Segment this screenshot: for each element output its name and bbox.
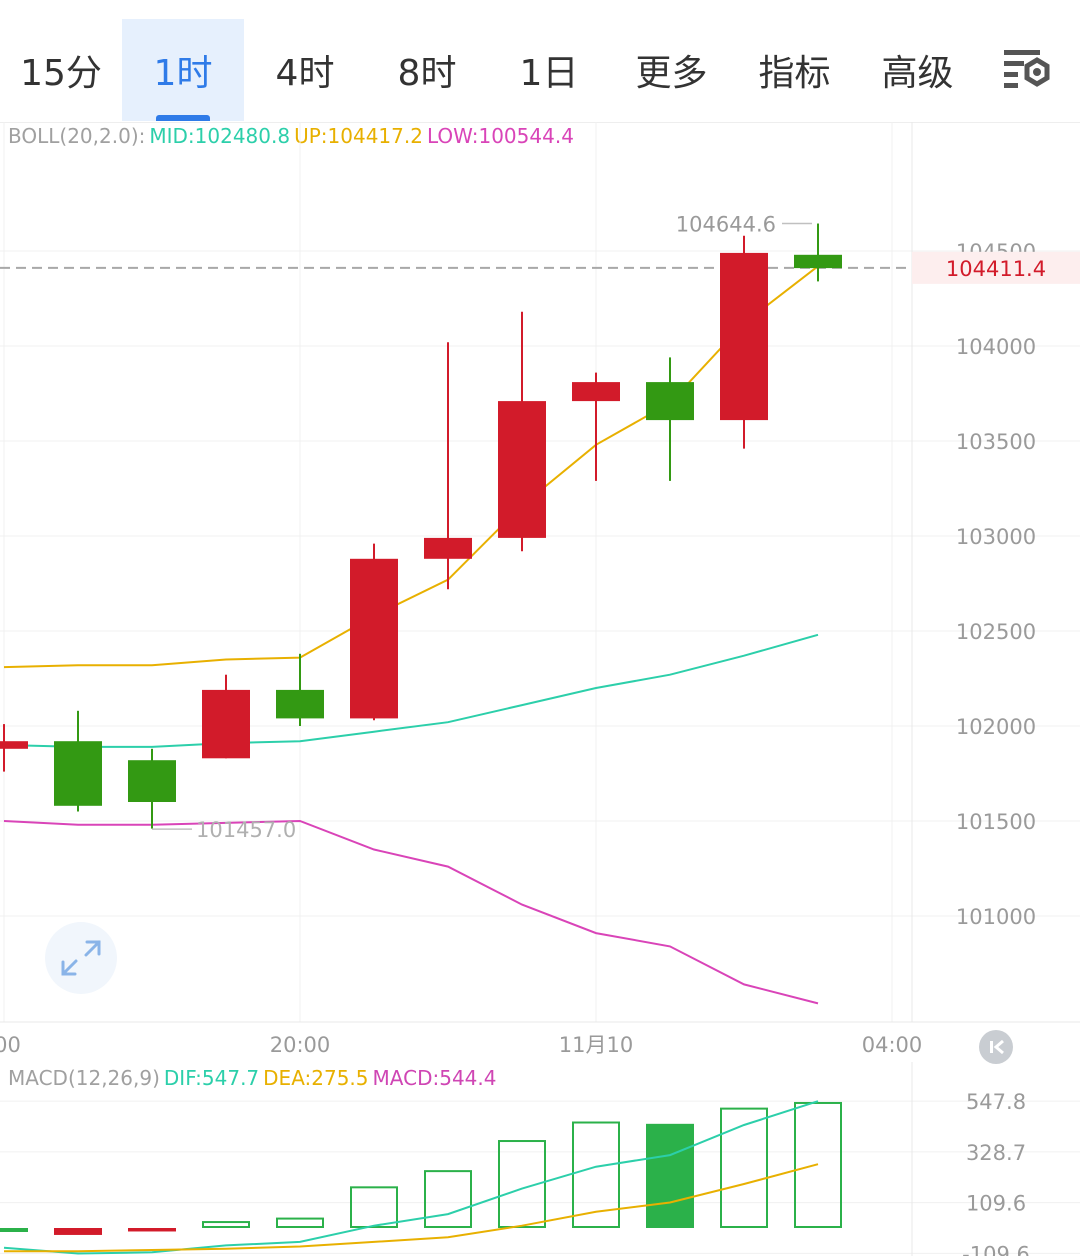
macd-dea-line [4, 1163, 819, 1253]
macd-bar [276, 1217, 324, 1229]
macd-bar [0, 1228, 28, 1232]
back-to-latest-button[interactable] [979, 1030, 1013, 1064]
macd-chart[interactable]: 547.8 328.7 109.6 -109.6 [0, 1062, 1080, 1256]
y-tick-label: 101000 [956, 905, 1036, 929]
candle-body [54, 741, 102, 806]
candle-body [424, 537, 472, 559]
candle-body [720, 252, 768, 421]
boll-up-line [3, 265, 819, 669]
macd-macd-value: MACD:544.4 [372, 1066, 497, 1090]
tab-2[interactable]: 4时 [244, 19, 366, 121]
macd-dif-value: DIF:547.7 [163, 1066, 260, 1090]
y-tick-label: 103000 [956, 525, 1036, 549]
current-price-label: 104411.4 [946, 257, 1046, 281]
timeframe-tab-bar: 15分 1时 4时 8时 1日 更多 指标 高级 [0, 0, 1080, 123]
candle-body [572, 382, 620, 402]
tab-label: 15分 [20, 53, 102, 94]
candle-body [794, 254, 842, 269]
macd-bar [498, 1140, 546, 1228]
boll-low-line [3, 819, 819, 1005]
tab-label: 指标 [758, 53, 831, 94]
x-tick-label: 11月10 [559, 1033, 633, 1057]
expand-icon [61, 940, 101, 976]
candle-body [202, 689, 250, 759]
boll-low-value: LOW:100544.4 [426, 124, 574, 148]
candle-body [498, 401, 546, 538]
tab-7[interactable]: 高级 [856, 19, 979, 121]
macd-dif-line [3, 1100, 819, 1255]
expand-button[interactable] [45, 922, 117, 994]
macd-y-tick-label: -109.6 [962, 1242, 1030, 1256]
tab-5[interactable]: 更多 [610, 19, 733, 121]
boll-legend: BOLL(20,2.0): MID:102480.8 UP:104417.2 LOW:… [8, 124, 578, 148]
macd-bar [350, 1186, 398, 1228]
candlestick-chart[interactable]: 1045001040001035001030001025001020001015… [0, 122, 1080, 1062]
macd-bar [572, 1121, 620, 1228]
candle-body [276, 689, 324, 719]
candle-body [646, 382, 694, 421]
high-marker-label: 104644.6 [676, 213, 776, 237]
x-tick-label: 20:00 [270, 1033, 331, 1057]
y-tick-label: 102000 [956, 715, 1036, 739]
macd-bar [720, 1107, 768, 1228]
y-tick-label: 104000 [956, 335, 1036, 359]
macd-legend: MACD(12,26,9) DIF:547.7 DEA:275.5 MACD:544.… [8, 1066, 500, 1090]
y-tick-label: 103500 [956, 430, 1036, 454]
macd-name: MACD(12,26,9) [8, 1066, 160, 1090]
tab-label: 高级 [881, 53, 954, 94]
y-tick-label: 102500 [956, 620, 1036, 644]
macd-bar [646, 1123, 694, 1228]
active-tab-indicator [156, 115, 210, 121]
settings-icon[interactable] [1000, 44, 1058, 94]
macd-y-tick-label: 547.8 [966, 1090, 1026, 1114]
macd-bar [794, 1101, 842, 1229]
current-price-tag [912, 251, 1080, 284]
macd-bar [424, 1170, 472, 1228]
tab-label: 1时 [153, 53, 213, 94]
back-to-latest-icon [990, 1039, 1004, 1055]
tab-label: 1日 [519, 53, 579, 94]
tab-label: 更多 [635, 53, 708, 94]
boll-up-value: UP:104417.2 [294, 124, 423, 148]
x-tick-label: 04:00 [862, 1033, 923, 1057]
macd-bar [54, 1228, 102, 1235]
macd-bar [202, 1221, 250, 1228]
macd-y-tick-label: 328.7 [966, 1141, 1026, 1165]
tab-3[interactable]: 8时 [366, 19, 488, 121]
candle-body [128, 760, 176, 802]
boll-name: BOLL(20,2.0): [8, 124, 146, 148]
macd-bar [128, 1228, 176, 1232]
macd-y-tick-label: 109.6 [966, 1192, 1026, 1216]
y-tick-label: 101500 [956, 810, 1036, 834]
boll-mid-line [3, 633, 819, 748]
boll-mid-value: MID:102480.8 [149, 124, 291, 148]
x-tick-label: :00 [0, 1033, 21, 1057]
tab-label: 8时 [397, 53, 457, 94]
candle-body [0, 741, 28, 749]
tab-0[interactable]: 15分 [0, 19, 122, 121]
tab-label: 4时 [275, 53, 335, 94]
tab-6[interactable]: 指标 [733, 19, 856, 121]
tab-4[interactable]: 1日 [488, 19, 610, 121]
macd-dea-value: DEA:275.5 [263, 1066, 369, 1090]
tab-1[interactable]: 1时 [122, 19, 244, 121]
candle-body [350, 558, 398, 719]
low-marker-label: 101457.0 [196, 818, 296, 842]
